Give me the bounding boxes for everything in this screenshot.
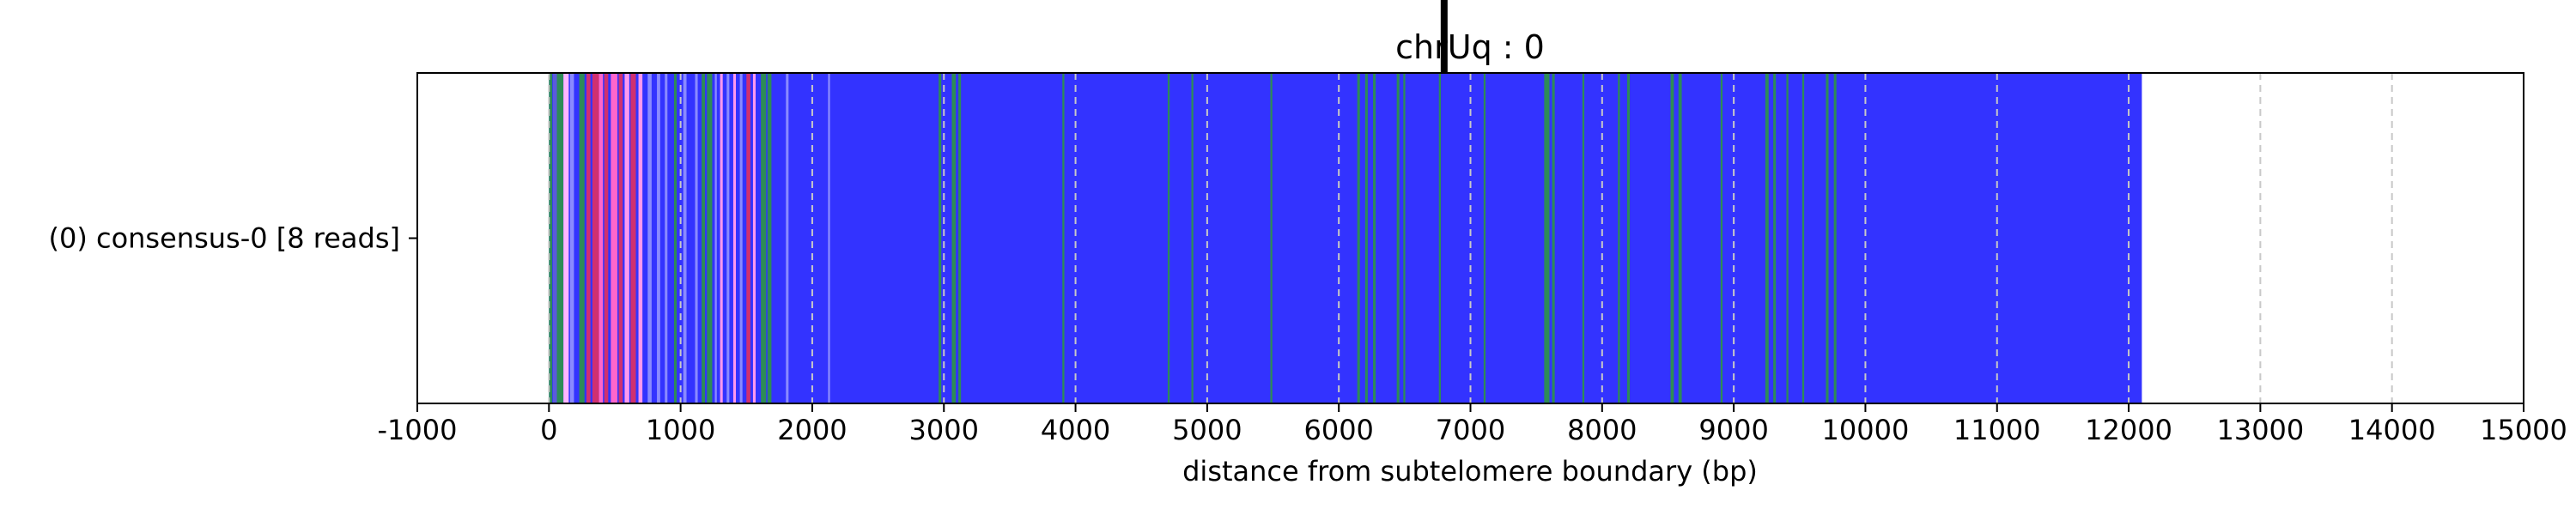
x-tick-label: 0: [540, 414, 557, 446]
x-axis: -1000 0 1000 2000 3000 4000 5000 6000 7000 8000 90…: [378, 403, 2567, 446]
motif-band: [1373, 73, 1376, 403]
motif-band: [1191, 73, 1194, 403]
motif-band: [1483, 73, 1486, 403]
motif-band: [1833, 73, 1837, 403]
motif-band: [1582, 73, 1585, 403]
motif-band: [752, 73, 756, 403]
motif-band: [586, 73, 591, 403]
x-tick-label: 10000: [1822, 414, 1910, 446]
motif-band: [1270, 73, 1273, 403]
motif-band: [1062, 73, 1065, 403]
motif-band: [598, 73, 604, 403]
x-tick-label: 15000: [2480, 414, 2567, 446]
motif-band: [647, 73, 652, 403]
x-tick-label: 4000: [1041, 414, 1110, 446]
motif-band: [707, 73, 713, 403]
motif-band: [1786, 73, 1789, 403]
x-tick-label: 7000: [1436, 414, 1505, 446]
motif-band: [604, 73, 609, 403]
x-tick-label: 11000: [1953, 414, 2041, 446]
motif-band: [549, 73, 553, 403]
x-axis-label: distance from subtelomere boundary (bp): [1182, 455, 1758, 488]
motif-band: [958, 73, 962, 403]
motif-band: [1720, 73, 1723, 403]
motif-band: [657, 73, 660, 403]
row-label: (0) consensus-0 [8 reads]: [48, 222, 400, 255]
motif-band: [569, 73, 574, 403]
motif-band: [761, 73, 767, 403]
x-tick-label: 8000: [1567, 414, 1637, 446]
x-tick-label: -1000: [378, 414, 458, 446]
motif-band: [638, 73, 643, 403]
motif-band: [611, 73, 618, 403]
motif-band: [1167, 73, 1170, 403]
x-tick-label: 14000: [2348, 414, 2436, 446]
motif-band: [1626, 73, 1631, 403]
motif-band: [630, 73, 636, 403]
x-tick-label: 12000: [2085, 414, 2172, 446]
motif-band: [714, 73, 717, 403]
motif-band: [1396, 73, 1400, 403]
motif-band: [1678, 73, 1682, 403]
motif-band: [1765, 73, 1769, 403]
x-tick-label: 13000: [2216, 414, 2304, 446]
motif-band: [786, 73, 789, 403]
motif-band: [618, 73, 623, 403]
motif-band: [563, 73, 569, 403]
motif-band: [592, 73, 599, 403]
motif-band: [1670, 73, 1674, 403]
motif-band: [1364, 73, 1368, 403]
motif-band: [1552, 73, 1555, 403]
motif-band: [1438, 73, 1442, 403]
motif-band: [1801, 73, 1805, 403]
motif-band: [739, 73, 743, 403]
consensus-track-bar: [549, 73, 2142, 403]
motif-band: [732, 73, 737, 403]
motif-band: [939, 73, 942, 403]
x-tick-label: 9000: [1698, 414, 1768, 446]
motif-band: [720, 73, 723, 403]
motif-band: [683, 73, 687, 403]
motif-band: [1357, 73, 1360, 403]
motif-band: [828, 73, 830, 403]
motif-band: [726, 73, 730, 403]
motif-band: [767, 73, 772, 403]
motif-band: [579, 73, 585, 403]
motif-band: [1773, 73, 1777, 403]
motif-band: [1544, 73, 1550, 403]
motif-band: [552, 73, 557, 403]
motif-band: [702, 73, 705, 403]
motif-band: [556, 73, 564, 403]
motif-band: [673, 73, 677, 403]
x-tick-label: 1000: [646, 414, 715, 446]
plot-area: [416, 0, 2524, 404]
x-tick-label: 5000: [1172, 414, 1242, 446]
x-tick-label: 6000: [1303, 414, 1373, 446]
motif-band: [1403, 73, 1406, 403]
motif-band: [1618, 73, 1620, 403]
x-tick-label: 2000: [777, 414, 847, 446]
motif-band: [624, 73, 629, 403]
x-tick-label: 3000: [909, 414, 979, 446]
motif-band: [1826, 73, 1829, 403]
motif-band: [746, 73, 750, 403]
chart-title: chrUq : 0: [1395, 28, 1545, 66]
row-labels: (0) consensus-0 [8 reads]: [48, 222, 417, 255]
motif-band: [695, 73, 698, 403]
motif-band: [951, 73, 957, 403]
motif-band: [665, 73, 668, 403]
